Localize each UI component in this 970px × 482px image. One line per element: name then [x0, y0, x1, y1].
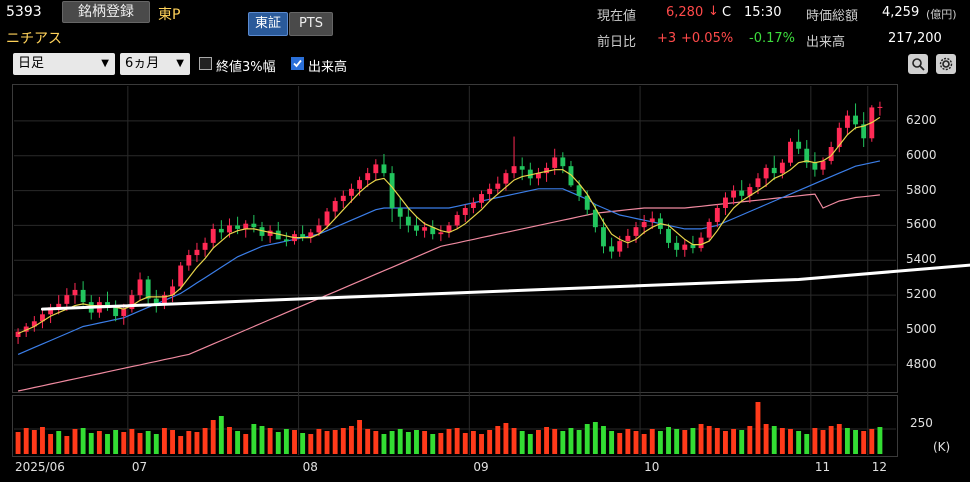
company-name: ニチアス	[6, 31, 62, 47]
price-chart-panel[interactable]	[12, 84, 898, 393]
date-tick-label: 07	[131, 460, 148, 474]
date-tick-label: 12	[871, 460, 888, 474]
range-select[interactable]: 6ヵ月 ▼	[120, 53, 190, 75]
price-tick-label: 5400	[906, 252, 937, 267]
date-tick-label: 10	[644, 460, 660, 474]
price-tick-label: 4800	[906, 356, 937, 371]
date-tick-label: 08	[302, 460, 318, 474]
price-label: 現在値	[597, 9, 637, 24]
alt-percent: -0.17%	[749, 31, 795, 46]
chevron-down-icon: ▼	[101, 58, 109, 69]
volume-option-label: 出来高	[308, 60, 348, 75]
volume-unit-label: (K)	[933, 440, 951, 454]
tab-pts[interactable]: PTS	[289, 12, 333, 36]
price-tick-label: 5600	[906, 217, 937, 232]
change-value: +3	[657, 31, 677, 46]
tab-tse[interactable]: 東証	[248, 12, 288, 36]
stock-code: 5393	[6, 4, 42, 20]
volume-chart-panel[interactable]	[12, 395, 898, 457]
price-time: 15:30	[744, 5, 782, 20]
magnifier-icon[interactable]	[908, 54, 928, 74]
price-tick-label: 5800	[906, 182, 937, 197]
range-value: 6ヵ月	[125, 56, 160, 71]
date-tick-label: 09	[473, 460, 489, 474]
market-label: 東P	[158, 7, 181, 23]
change-percent: +0.05%	[681, 31, 734, 46]
band-label: 終値3%幅	[216, 60, 276, 75]
current-price: 6,280	[666, 5, 704, 20]
volume-checkbox[interactable]	[291, 57, 304, 70]
register-button[interactable]: 銘柄登録	[62, 1, 150, 23]
volume-tick-250: 250	[910, 416, 933, 430]
price-tick-label: 6200	[906, 112, 937, 127]
date-tick-label: 11	[814, 460, 831, 474]
period-type-select[interactable]: 日足 ▼	[13, 53, 115, 75]
date-tick-label: 2025/06	[15, 460, 65, 474]
price-flag: C	[722, 5, 732, 20]
volume-label: 出来高	[806, 35, 846, 50]
price-tick-label: 5000	[906, 322, 937, 336]
chevron-down-icon: ▼	[176, 58, 184, 69]
price-tick-label: 5200	[906, 287, 937, 302]
change-label: 前日比	[597, 35, 637, 50]
gear-icon[interactable]	[936, 54, 956, 74]
mcap-value: 4,259	[882, 5, 920, 20]
mcap-unit: (億円)	[926, 8, 957, 21]
price-arrow-icon: ↓	[708, 4, 719, 19]
mcap-label: 時価総額	[806, 9, 859, 24]
volume-value: 217,200	[888, 31, 942, 46]
price-tick-label: 6000	[906, 147, 937, 162]
period-type-value: 日足	[18, 56, 45, 71]
band-checkbox[interactable]	[199, 57, 212, 70]
